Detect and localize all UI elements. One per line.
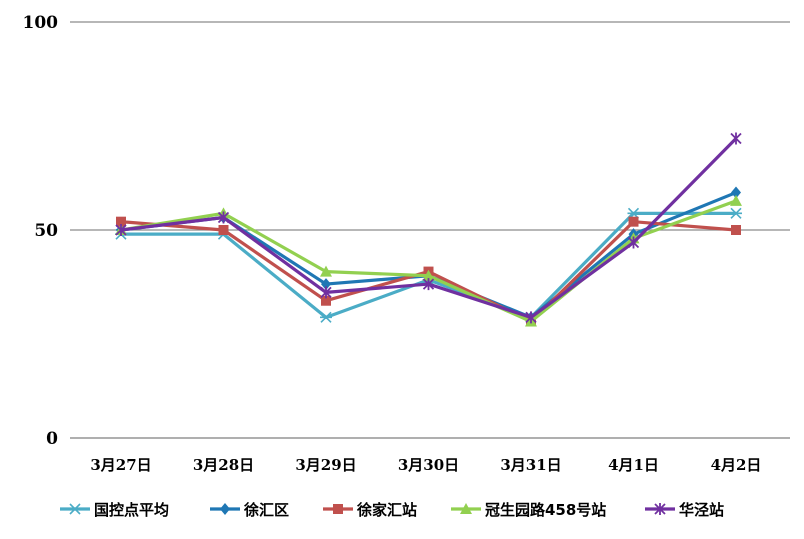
legend-marker	[460, 503, 472, 514]
x-tick-label: 4月2日	[711, 456, 762, 474]
data-point	[628, 216, 639, 227]
legend-marker	[654, 503, 666, 515]
data-point	[730, 194, 742, 206]
x-tick-label: 3月27日	[90, 456, 151, 474]
y-tick-label: 100	[23, 13, 59, 33]
x-tick-label: 4月1日	[608, 456, 659, 474]
x-tick-label: 3月31日	[500, 456, 561, 474]
data-point	[218, 225, 229, 235]
data-point	[422, 269, 435, 281]
data-point	[115, 224, 127, 236]
series-2	[116, 186, 741, 324]
legend-item: 冠生园路458号站	[451, 501, 606, 519]
x-tick-label: 3月28日	[193, 456, 254, 474]
series-5	[115, 132, 742, 324]
data-point	[731, 225, 741, 235]
series-line	[120, 191, 737, 319]
series-group	[115, 132, 742, 327]
data-point	[321, 278, 331, 291]
x-tick-label: 3月29日	[295, 456, 356, 474]
data-point	[116, 216, 126, 227]
data-point	[730, 132, 742, 145]
data-point	[525, 311, 537, 324]
series-1	[115, 207, 742, 323]
legend-item: 徐汇区	[210, 501, 289, 519]
data-point	[730, 207, 742, 219]
data-point	[217, 211, 230, 224]
legend-marker	[333, 504, 343, 514]
data-point	[320, 265, 332, 277]
data-point	[731, 186, 741, 199]
legend-item: 徐家汇站	[323, 501, 417, 519]
legend-marker	[220, 503, 230, 515]
legend-label: 冠生园路458号站	[485, 501, 606, 519]
data-point	[320, 311, 332, 323]
legend: 国控点平均 徐汇区 徐家汇站 冠生园路458号站 华泾站	[60, 501, 724, 519]
data-point	[422, 278, 435, 291]
gridlines	[70, 21, 790, 439]
x-axis-ticks: 3月27日 3月28日 3月29日 3月30日 3月31日 4月1日 4月2日	[90, 456, 761, 474]
legend-label: 徐汇区	[243, 501, 289, 519]
y-axis-ticks: 0 50 100	[23, 13, 59, 449]
data-point	[627, 236, 640, 249]
legend-marker	[69, 503, 81, 515]
legend-label: 国控点平均	[94, 501, 169, 519]
legend-label: 徐家汇站	[356, 501, 417, 519]
data-point	[320, 286, 332, 299]
data-point	[321, 295, 331, 306]
legend-label: 华泾站	[679, 501, 724, 519]
x-tick-label: 3月30日	[398, 456, 459, 474]
legend-item: 华泾站	[645, 501, 724, 519]
y-tick-label: 0	[46, 429, 58, 449]
legend-item: 国控点平均	[60, 501, 169, 519]
y-tick-label: 50	[34, 221, 58, 241]
